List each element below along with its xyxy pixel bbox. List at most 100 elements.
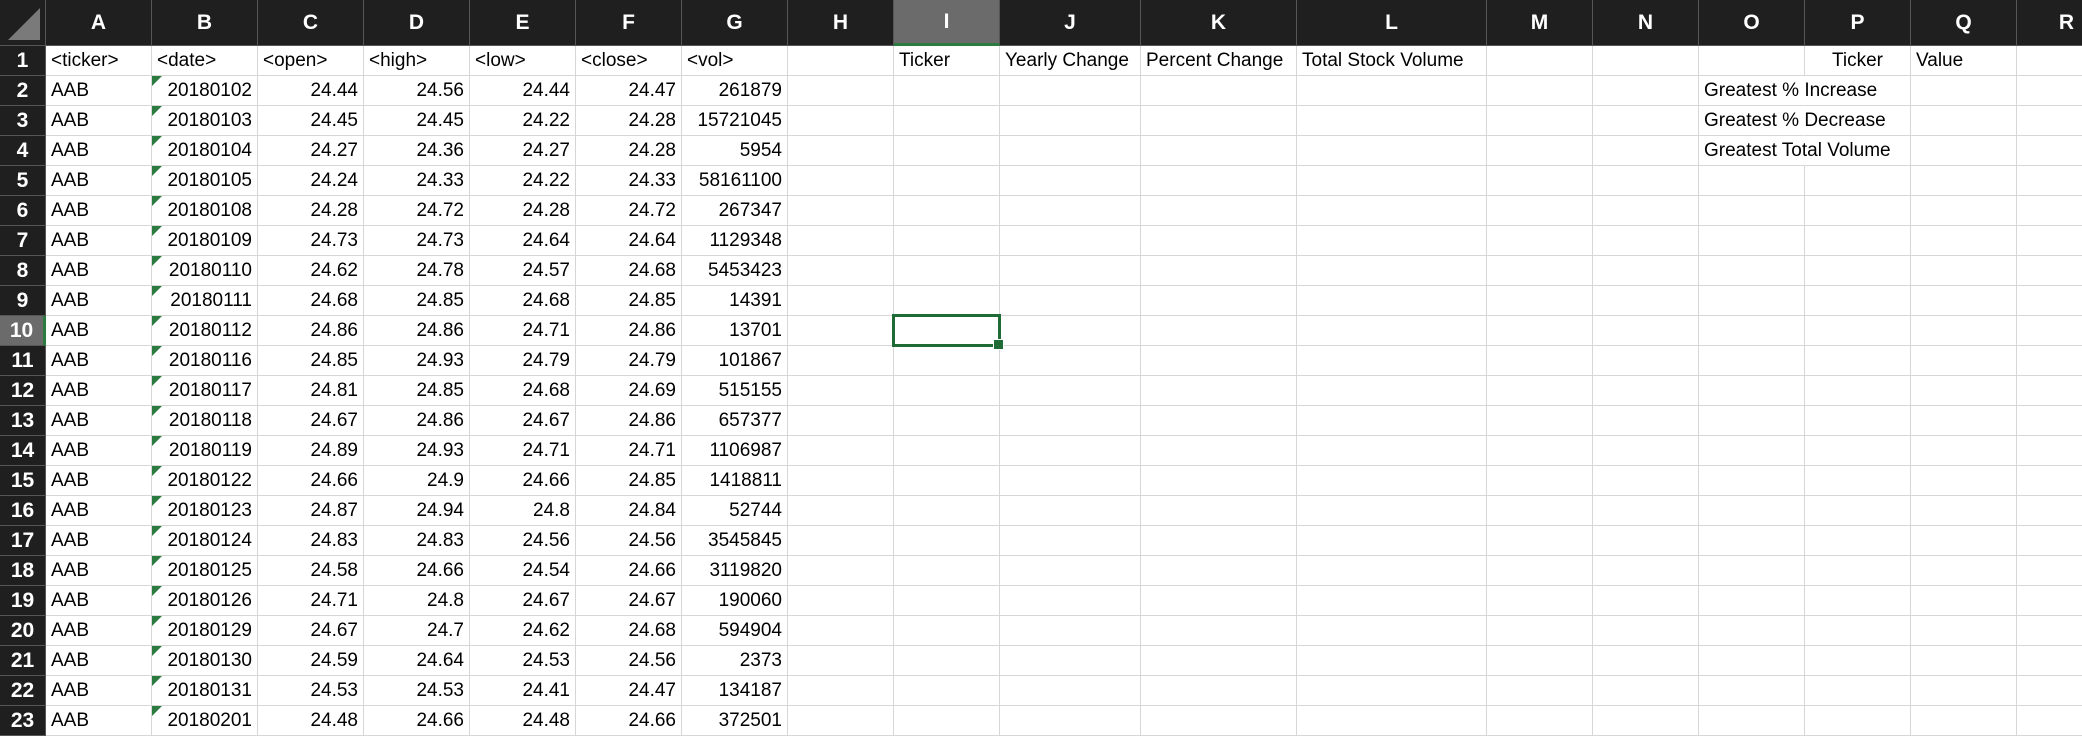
cell-e12[interactable]: 24.68 <box>470 376 576 406</box>
cell-q8[interactable] <box>1911 256 2017 286</box>
cell-b7[interactable]: 20180109 <box>152 226 258 256</box>
cell-l15[interactable] <box>1297 466 1487 496</box>
column-header-b[interactable]: B <box>152 0 258 46</box>
cell-n2[interactable] <box>1593 76 1699 106</box>
cell-j15[interactable] <box>1000 466 1141 496</box>
row-header-19[interactable]: 19 <box>0 586 46 616</box>
cell-o12[interactable] <box>1699 376 1805 406</box>
cell-r23[interactable] <box>2017 706 2082 736</box>
cell-h2[interactable] <box>788 76 894 106</box>
cell-r22[interactable] <box>2017 676 2082 706</box>
cell-i5[interactable] <box>894 166 1000 196</box>
cell-g10[interactable]: 13701 <box>682 316 788 346</box>
cell-j3[interactable] <box>1000 106 1141 136</box>
cell-o9[interactable] <box>1699 286 1805 316</box>
cell-c13[interactable]: 24.67 <box>258 406 364 436</box>
cell-l7[interactable] <box>1297 226 1487 256</box>
cell-i8[interactable] <box>894 256 1000 286</box>
cell-i9[interactable] <box>894 286 1000 316</box>
cell-e23[interactable]: 24.48 <box>470 706 576 736</box>
cell-g15[interactable]: 1418811 <box>682 466 788 496</box>
cell-l22[interactable] <box>1297 676 1487 706</box>
cell-f7[interactable]: 24.64 <box>576 226 682 256</box>
cell-n12[interactable] <box>1593 376 1699 406</box>
cell-d21[interactable]: 24.64 <box>364 646 470 676</box>
cell-n5[interactable] <box>1593 166 1699 196</box>
row-header-14[interactable]: 14 <box>0 436 46 466</box>
cell-h13[interactable] <box>788 406 894 436</box>
cell-c11[interactable]: 24.85 <box>258 346 364 376</box>
cell-b4[interactable]: 20180104 <box>152 136 258 166</box>
row-header-1[interactable]: 1 <box>0 46 46 76</box>
cell-q14[interactable] <box>1911 436 2017 466</box>
cell-c19[interactable]: 24.71 <box>258 586 364 616</box>
cell-d17[interactable]: 24.83 <box>364 526 470 556</box>
cell-d2[interactable]: 24.56 <box>364 76 470 106</box>
cell-l23[interactable] <box>1297 706 1487 736</box>
cell-k14[interactable] <box>1141 436 1297 466</box>
cell-b9[interactable]: 20180111 <box>152 286 258 316</box>
cell-h21[interactable] <box>788 646 894 676</box>
cell-r16[interactable] <box>2017 496 2082 526</box>
cell-k8[interactable] <box>1141 256 1297 286</box>
cell-h3[interactable] <box>788 106 894 136</box>
cell-m1[interactable] <box>1487 46 1593 76</box>
cell-p21[interactable] <box>1805 646 1911 676</box>
cell-m3[interactable] <box>1487 106 1593 136</box>
cell-r13[interactable] <box>2017 406 2082 436</box>
column-header-m[interactable]: M <box>1487 0 1593 46</box>
cell-f3[interactable]: 24.28 <box>576 106 682 136</box>
cell-n4[interactable] <box>1593 136 1699 166</box>
cell-k6[interactable] <box>1141 196 1297 226</box>
cell-h18[interactable] <box>788 556 894 586</box>
cell-g11[interactable]: 101867 <box>682 346 788 376</box>
cell-c12[interactable]: 24.81 <box>258 376 364 406</box>
cell-n20[interactable] <box>1593 616 1699 646</box>
cell-o17[interactable] <box>1699 526 1805 556</box>
cell-g19[interactable]: 190060 <box>682 586 788 616</box>
cell-e15[interactable]: 24.66 <box>470 466 576 496</box>
cell-h12[interactable] <box>788 376 894 406</box>
cell-p16[interactable] <box>1805 496 1911 526</box>
row-header-3[interactable]: 3 <box>0 106 46 136</box>
row-header-10[interactable]: 10 <box>0 316 46 346</box>
cell-k19[interactable] <box>1141 586 1297 616</box>
cell-m14[interactable] <box>1487 436 1593 466</box>
cell-h16[interactable] <box>788 496 894 526</box>
cell-l18[interactable] <box>1297 556 1487 586</box>
cell-i11[interactable] <box>894 346 1000 376</box>
cell-j7[interactable] <box>1000 226 1141 256</box>
cell-i23[interactable] <box>894 706 1000 736</box>
cell-l11[interactable] <box>1297 346 1487 376</box>
cell-j5[interactable] <box>1000 166 1141 196</box>
cell-a19[interactable]: AAB <box>46 586 152 616</box>
cell-p20[interactable] <box>1805 616 1911 646</box>
cell-a15[interactable]: AAB <box>46 466 152 496</box>
cell-b1[interactable]: <date> <box>152 46 258 76</box>
cell-p2[interactable] <box>1805 76 1911 106</box>
cell-q20[interactable] <box>1911 616 2017 646</box>
cell-d18[interactable]: 24.66 <box>364 556 470 586</box>
cell-i19[interactable] <box>894 586 1000 616</box>
cell-h5[interactable] <box>788 166 894 196</box>
cell-a17[interactable]: AAB <box>46 526 152 556</box>
cell-p5[interactable] <box>1805 166 1911 196</box>
cell-i10[interactable] <box>894 316 1000 346</box>
cell-q2[interactable] <box>1911 76 2017 106</box>
cell-a12[interactable]: AAB <box>46 376 152 406</box>
cell-l21[interactable] <box>1297 646 1487 676</box>
cell-r21[interactable] <box>2017 646 2082 676</box>
cell-o4[interactable]: Greatest Total Volume <box>1699 136 1891 166</box>
cell-m23[interactable] <box>1487 706 1593 736</box>
cell-e1[interactable]: <low> <box>470 46 576 76</box>
cell-c1[interactable]: <open> <box>258 46 364 76</box>
cell-e14[interactable]: 24.71 <box>470 436 576 466</box>
cell-b6[interactable]: 20180108 <box>152 196 258 226</box>
cell-p17[interactable] <box>1805 526 1911 556</box>
cell-e16[interactable]: 24.8 <box>470 496 576 526</box>
cell-n18[interactable] <box>1593 556 1699 586</box>
cell-l5[interactable] <box>1297 166 1487 196</box>
cell-j19[interactable] <box>1000 586 1141 616</box>
cell-l14[interactable] <box>1297 436 1487 466</box>
